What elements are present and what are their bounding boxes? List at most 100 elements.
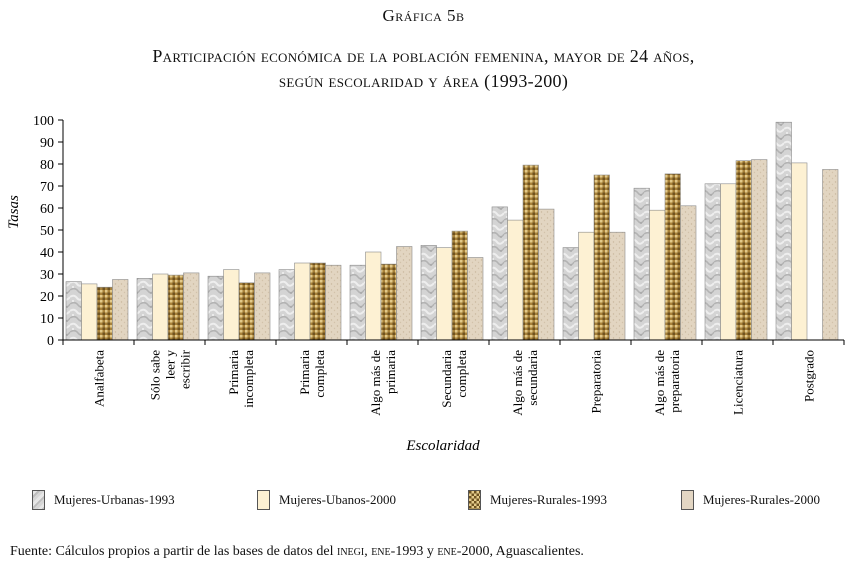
source-sep: , [364,544,372,559]
source-note: Fuente: Cálculos propios a partir de las… [10,544,584,560]
x-tick-label: Algo más de primaria [368,350,398,416]
y-tick-label: 0 [47,334,54,349]
bar-rurales-2000 [751,159,768,341]
bar-urbanas-1993 [633,187,650,341]
bar-rurales-1993 [735,160,752,341]
bar-urbanas-1993 [207,275,224,341]
legend-swatch-urbanos-2000 [257,490,270,510]
y-tick-label: 100 [33,114,54,129]
bar-rurales-1993 [380,263,397,341]
y-tick-label: 10 [40,312,54,327]
bar-rurales-1993 [309,262,326,341]
x-tick-label: Algo más de preparatoria [652,350,682,416]
x-axis: Analfabeta Sólo sabe leer y escribir Primari… [62,339,845,416]
y-tick-label: 50 [40,224,54,239]
x-tick-label-line: Algo más de [652,350,667,416]
x-tick-label-line: leer y [163,350,178,380]
legend-item-rurales-1993: Mujeres-Rurales-1993 [468,489,607,511]
y-axis: 0 10 20 30 40 50 60 70 80 90 100 [33,114,64,349]
bar-urbanas-2000 [649,209,666,341]
bar-urbanas-1993 [349,264,366,341]
x-tick-label-line: Secundaria [439,350,454,408]
x-tick-label-line: Primaria [297,350,312,395]
bar-rurales-1993 [167,274,184,341]
x-tick-label: Primaria incompleta [226,350,256,408]
x-tick-label-line: completa [312,350,327,398]
bar-rurales-2000 [112,279,129,341]
bar-urbanas-1993 [704,183,721,341]
legend: Mujeres-Urbanas-1993 Mujeres-Ubanos-2000… [0,489,847,513]
bar-urbanas-2000 [223,269,240,341]
x-tick-label: Preparatoria [589,350,604,414]
source-ene-2: ene [437,544,457,559]
bar-rurales-1993 [238,282,255,341]
chart-title-line-2: según escolaridad y área (1993-200) [278,71,569,91]
x-tick-label-line: Preparatoria [589,350,604,414]
x-tick-label-line: Algo más de [510,350,525,416]
bar-rurales-2000 [254,272,271,341]
x-tick-label-line: incompleta [241,350,256,408]
x-tick-label-line: secundaria [525,350,540,406]
y-tick-label: 60 [40,202,54,217]
x-tick-label-line: Licenciatura [731,350,746,415]
bar-rurales-2000 [396,246,413,341]
source-suffix: -2000, Aguascalientes. [456,544,584,559]
x-tick-label-line: Algo más de [368,350,383,416]
bar-urbanas-1993 [420,245,437,341]
x-tick-label: Licenciatura [731,350,746,415]
y-tick-label: 40 [40,246,54,261]
source-prefix: Fuente: Cálculos propios a partir de las… [10,544,337,559]
bar-rurales-2000 [467,257,484,341]
legend-label: Mujeres-Ubanos-2000 [279,492,396,507]
x-tick-label: Postgrado [802,350,817,402]
bar-urbanas-2000 [81,283,98,341]
legend-label: Mujeres-Rurales-1993 [490,492,607,507]
chart-title: Participación económica de la población … [0,44,847,94]
x-tick-label: Secundaria completa [439,350,469,408]
chart-title-line-1: Participación económica de la población … [152,46,695,66]
x-tick-label-line: Primaria [226,350,241,395]
legend-item-urbanos-2000: Mujeres-Ubanos-2000 [257,489,396,511]
bar-urbanas-1993 [562,247,579,341]
legend-item-urbanas-1993: Mujeres-Urbanas-1993 [32,489,175,511]
bar-rurales-2000 [538,208,555,341]
bar-urbanas-2000 [436,247,453,341]
x-tick-label-line: completa [454,350,469,398]
bar-urbanas-2000 [791,162,808,341]
bar-urbanas-2000 [152,273,169,341]
bar-urbanas-2000 [578,231,595,341]
y-axis-label: Tasas [6,195,22,229]
bar-rurales-1993 [96,286,113,341]
bar-urbanas-2000 [294,262,311,341]
bar-rurales-1993 [664,173,681,341]
x-tick-label: Analfabeta [92,350,107,407]
x-tick-label: Primaria completa [297,350,327,398]
bar-rurales-2000 [822,169,839,341]
bar-urbanas-1993 [491,206,508,341]
bar-rurales-1993 [451,230,468,341]
bar-rurales-2000 [609,231,626,341]
legend-swatch-urbanas-1993 [32,490,45,510]
legend-swatch-rurales-2000 [681,490,694,510]
x-tick-label-line: Postgrado [802,350,817,402]
x-tick-label-line: preparatoria [667,350,682,413]
source-mid: -1993 y [390,544,438,559]
x-tick-label-line: Analfabeta [92,350,107,407]
bars [65,121,839,341]
y-tick-label: 80 [40,158,54,173]
x-tick-label: Algo más de secundaria [510,350,540,416]
source-inegi: inegi [336,544,365,559]
bar-urbanas-1993 [278,269,295,341]
bar-urbanas-1993 [65,281,82,341]
legend-swatch-rurales-1993 [468,490,481,510]
y-tick-label: 70 [40,180,54,195]
bar-urbanas-2000 [365,251,382,341]
y-tick-label: 90 [40,136,54,151]
bar-rurales-2000 [680,205,697,341]
bar-rurales-2000 [183,272,200,341]
bar-rurales-1993 [593,174,610,341]
bar-rurales-2000 [325,264,342,341]
bar-urbanas-2000 [507,219,524,341]
bar-urbanas-1993 [775,121,792,341]
source-ene-1: ene [371,544,391,559]
